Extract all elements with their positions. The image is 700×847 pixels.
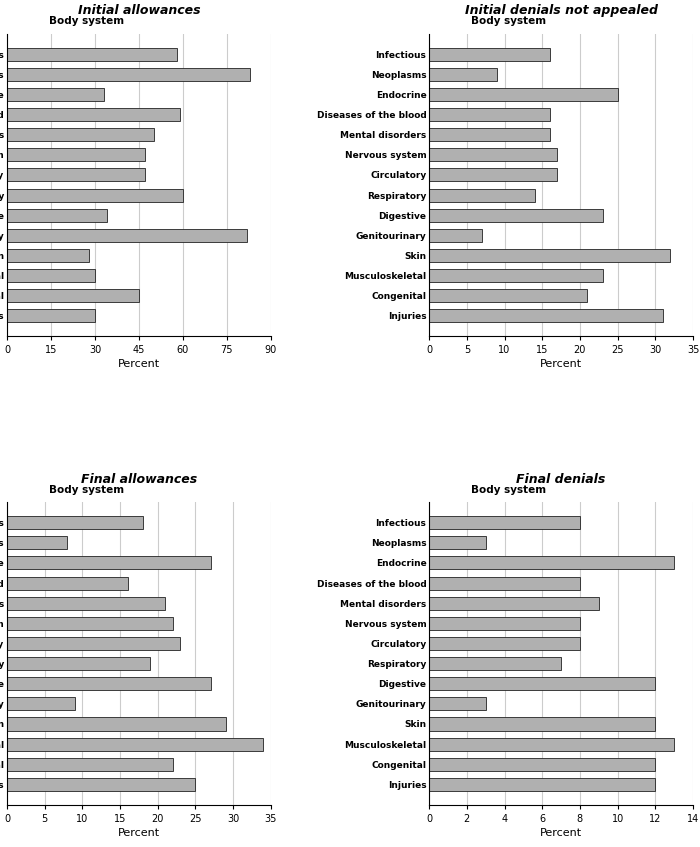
X-axis label: Percent: Percent [118, 828, 160, 838]
Bar [429, 68, 497, 80]
Bar [429, 758, 655, 771]
Bar [429, 516, 580, 529]
Bar [429, 269, 603, 282]
Bar [7, 577, 127, 590]
Bar [7, 556, 211, 569]
Bar [429, 208, 603, 222]
Text: Body system: Body system [470, 16, 546, 26]
Bar [429, 289, 587, 302]
Bar [429, 596, 598, 610]
Bar [7, 47, 177, 61]
Bar [429, 536, 486, 550]
Bar [429, 778, 655, 791]
X-axis label: Percent: Percent [118, 359, 160, 369]
Bar [429, 189, 535, 202]
Bar [7, 128, 153, 141]
Bar [429, 556, 674, 569]
Bar [429, 229, 482, 242]
Bar [7, 637, 181, 650]
Bar [429, 47, 550, 61]
Bar [7, 269, 95, 282]
Bar [429, 249, 671, 262]
Bar [7, 536, 67, 550]
X-axis label: Percent: Percent [540, 359, 582, 369]
Bar [429, 108, 550, 121]
Bar [429, 637, 580, 650]
Bar [7, 697, 75, 711]
Bar [429, 577, 580, 590]
Bar [429, 148, 557, 162]
Bar [7, 108, 180, 121]
Title: Initial allowances: Initial allowances [78, 4, 200, 18]
Title: Final denials: Final denials [517, 473, 606, 486]
Bar [429, 717, 655, 730]
Bar [7, 229, 247, 242]
Bar [7, 289, 139, 302]
Bar [7, 617, 173, 630]
Bar [7, 169, 145, 181]
Bar [7, 738, 263, 750]
Bar [7, 758, 173, 771]
Bar [7, 657, 150, 670]
Text: Body system: Body system [470, 484, 546, 495]
Bar [429, 169, 557, 181]
Bar [429, 128, 550, 141]
Bar [7, 88, 104, 101]
Bar [429, 677, 655, 690]
Bar [7, 309, 95, 323]
Bar [7, 778, 195, 791]
Bar [429, 738, 674, 750]
Bar [7, 516, 143, 529]
Bar [7, 249, 89, 262]
Bar [429, 657, 561, 670]
Title: Initial denials not appealed: Initial denials not appealed [465, 4, 657, 18]
Bar [7, 68, 251, 80]
Bar [429, 88, 617, 101]
Bar [429, 309, 663, 323]
Bar [7, 717, 225, 730]
Bar [429, 697, 486, 711]
Bar [7, 189, 183, 202]
Title: Final allowances: Final allowances [80, 473, 197, 486]
Bar [7, 148, 145, 162]
Text: Body system: Body system [48, 484, 124, 495]
Text: Body system: Body system [48, 16, 124, 26]
Bar [7, 677, 211, 690]
Bar [7, 596, 165, 610]
Bar [429, 617, 580, 630]
X-axis label: Percent: Percent [540, 828, 582, 838]
Bar [7, 208, 106, 222]
